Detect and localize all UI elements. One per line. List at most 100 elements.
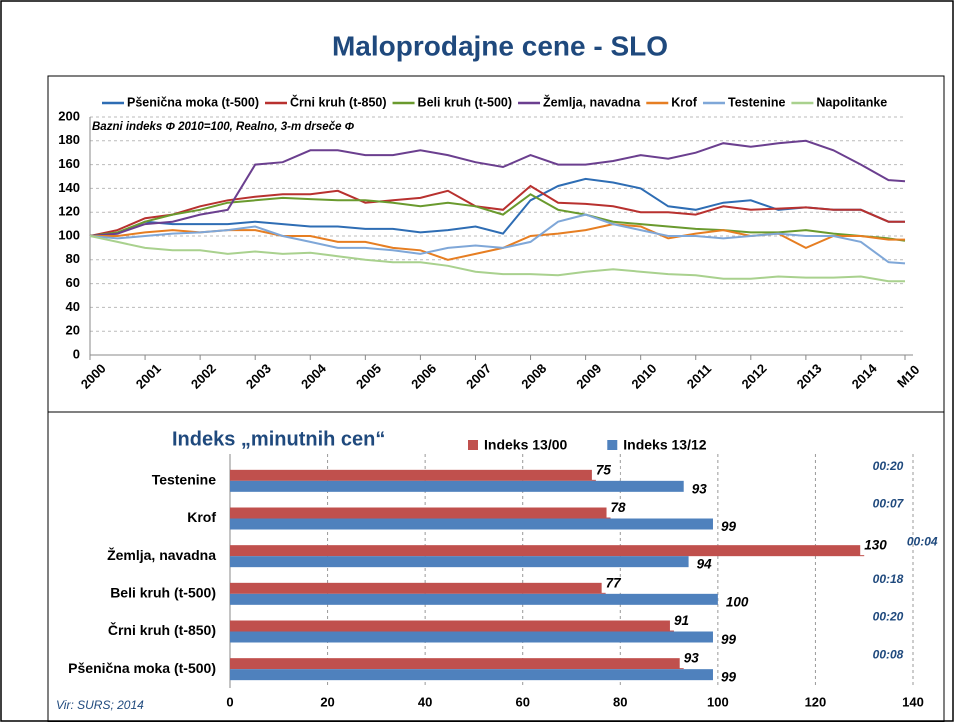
x-tick-label: 2009 [573, 361, 604, 392]
bar [230, 658, 684, 670]
legend-label: Pšenična moka (t-500) [127, 95, 259, 109]
legend-label: Žemlja, navadna [543, 94, 641, 109]
bar-chart-frame [47, 411, 945, 722]
y-tick-label: Pšenična moka (t-500) [68, 660, 216, 676]
y-tick-label: 100 [58, 227, 80, 242]
data-label: 99 [721, 519, 737, 534]
x-tick-label: 0 [226, 694, 233, 709]
time-label: 00:08 [873, 647, 904, 661]
x-tick-label: 2002 [188, 361, 219, 392]
data-label: 91 [674, 613, 689, 628]
y-tick-label: 80 [66, 251, 80, 266]
legend-swatch [468, 440, 478, 450]
y-tick-label: Testenine [152, 472, 217, 488]
bar [230, 631, 713, 643]
source: Vir: SURS; 2014 [56, 698, 144, 712]
annotation: Bazni indeks Φ 2010=100, Realno, 3-m drs… [92, 121, 355, 133]
label-box [679, 652, 708, 669]
y-tick-label: 200 [58, 108, 80, 123]
bar [230, 620, 674, 632]
legend-label: Črni kruh (t-850) [290, 94, 387, 109]
time-label: 00:20 [873, 459, 904, 473]
data-label: 93 [684, 651, 700, 666]
x-tick-label: 2011 [684, 361, 715, 392]
bar [230, 545, 865, 557]
label-box [669, 614, 698, 631]
x-tick-label: M10 [894, 362, 922, 390]
x-tick-label: 2000 [78, 361, 109, 392]
y-tick-label: 120 [58, 204, 80, 219]
y-tick-label: 60 [66, 275, 80, 290]
legend-label: Beli kruh (t-500) [418, 95, 512, 109]
data-label: 93 [692, 481, 708, 496]
bar [230, 593, 718, 605]
data-label: 130 [864, 538, 887, 553]
y-tick-label: 40 [66, 299, 80, 314]
x-tick-label: 80 [613, 694, 627, 709]
label-box [591, 463, 620, 480]
x-tick-label: 120 [805, 694, 827, 709]
time-label: 00:18 [873, 572, 904, 586]
data-label: 78 [611, 500, 627, 515]
x-tick-label: 100 [707, 694, 729, 709]
label-box [606, 501, 635, 518]
bar [230, 556, 689, 568]
y-tick-label: Črni kruh (t-850) [108, 621, 216, 638]
y-tick-label: 160 [58, 156, 80, 171]
bar [230, 669, 713, 681]
line-series [89, 184, 905, 237]
x-tick-label: 2007 [463, 361, 494, 392]
x-tick-label: 2004 [298, 360, 330, 392]
x-tick-label: 2013 [794, 361, 825, 392]
x-tick-label: 2001 [133, 361, 164, 392]
y-tick-label: Beli kruh (t-500) [110, 585, 216, 601]
legend-label: Indeks 13/12 [623, 437, 706, 453]
bar [230, 518, 713, 530]
bar [230, 582, 606, 594]
x-tick-label: 20 [320, 694, 334, 709]
bar [230, 469, 596, 481]
slide-title: Maloprodajne cene - SLO [332, 30, 668, 61]
data-label: 99 [721, 670, 737, 685]
x-tick-label: 60 [515, 694, 529, 709]
legend-label: Napolitanke [816, 95, 887, 109]
y-tick-label: Krof [187, 509, 216, 525]
y-tick-label: 0 [73, 346, 80, 361]
x-tick-label: 2008 [518, 361, 549, 392]
y-tick-label: 180 [58, 132, 80, 147]
x-tick-label: 2005 [353, 361, 384, 392]
x-tick-label: 140 [902, 694, 924, 709]
legend-label: Testenine [728, 95, 785, 109]
data-label: 100 [726, 594, 749, 609]
bar-chart-title: Indeks „minutnih cen“ [172, 428, 385, 450]
time-label: 00:07 [873, 497, 905, 511]
line-series [89, 177, 905, 237]
legend-label: Krof [671, 95, 698, 109]
line-series [89, 235, 905, 283]
y-tick-label: 20 [66, 323, 80, 338]
line-series [89, 193, 906, 242]
label-box [860, 539, 889, 556]
legend-swatch [607, 440, 618, 450]
label-box [601, 576, 630, 593]
line-series [89, 139, 906, 237]
legend-label: Indeks 13/00 [484, 437, 567, 453]
x-tick-label: 2012 [739, 361, 770, 392]
time-label: 00:04 [907, 534, 938, 548]
bar [230, 480, 684, 492]
line-series [89, 213, 906, 265]
data-label: 99 [721, 632, 737, 647]
x-tick-label: 2014 [849, 360, 881, 392]
bar [230, 507, 611, 519]
y-tick-label: Žemlja, navadna [107, 546, 216, 563]
x-tick-label: 2003 [243, 361, 274, 392]
x-tick-label: 40 [418, 694, 432, 709]
data-label: 75 [596, 462, 612, 477]
time-label: 00:20 [873, 610, 904, 624]
data-label: 94 [697, 557, 713, 572]
y-tick-label: 140 [58, 180, 80, 195]
x-tick-label: 2006 [408, 361, 439, 392]
data-label: 77 [606, 575, 623, 590]
